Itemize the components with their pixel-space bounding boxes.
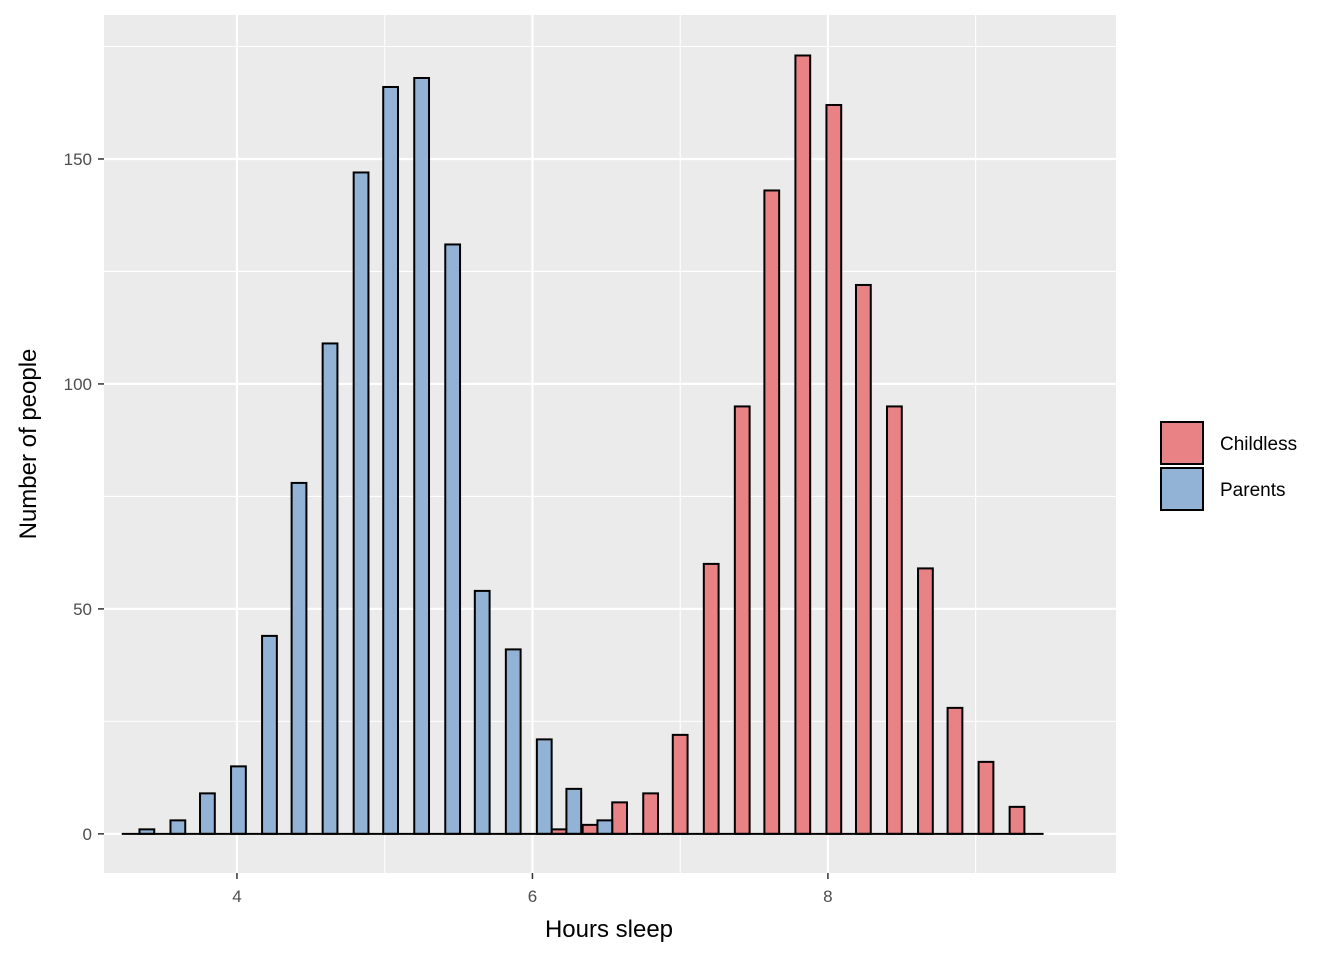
x-axis-title: Hours sleep — [545, 916, 673, 943]
bar-parents — [169, 819, 187, 835]
bar-childless — [854, 283, 872, 835]
bar-parents — [382, 85, 399, 835]
legend-label-childless: Childless — [1220, 434, 1297, 455]
bar-childless — [642, 792, 660, 835]
bar-childless — [794, 54, 812, 835]
legend-key-childless — [1160, 421, 1204, 465]
bar-childless — [581, 823, 599, 835]
bar-parents — [444, 243, 462, 835]
x-tick-label: 8 — [823, 887, 832, 906]
bar-parents — [504, 648, 522, 835]
y-tick-label: 150 — [64, 150, 92, 169]
bar-parents — [261, 634, 278, 835]
bar-parents — [473, 589, 491, 835]
bar-parents — [565, 787, 583, 835]
legend-key-parents — [1160, 467, 1204, 511]
bar-parents — [199, 792, 216, 835]
bar-childless — [886, 405, 903, 835]
y-tick-label: 100 — [64, 375, 92, 394]
y-tick-label: 0 — [83, 825, 92, 844]
x-tick-label: 6 — [528, 887, 537, 906]
bar-childless — [611, 801, 628, 835]
y-tick-label: 50 — [73, 600, 92, 619]
axis-ticks: 4 6 8 0 50 100 150 — [64, 150, 833, 906]
x-tick-label: 4 — [232, 887, 241, 906]
bar-childless — [1008, 805, 1026, 835]
bar-childless — [825, 103, 843, 835]
bar-childless — [763, 189, 781, 835]
bar-childless — [733, 405, 751, 835]
bar-parents — [535, 738, 553, 835]
bar-parents — [352, 171, 370, 835]
bar-childless — [917, 567, 934, 835]
bar-parents — [596, 819, 614, 835]
legend-label-parents: Parents — [1220, 480, 1285, 501]
bar-parents — [321, 342, 339, 835]
bar-childless — [671, 733, 689, 835]
bar-childless — [702, 562, 720, 835]
legend: Childless Parents — [1160, 421, 1297, 511]
bar-childless — [977, 760, 995, 835]
panel-background — [104, 15, 1116, 873]
y-axis-title: Number of people — [15, 349, 42, 540]
bar-parents — [413, 76, 431, 835]
bar-parents — [290, 481, 308, 835]
bars — [121, 54, 1044, 835]
bar-childless — [946, 706, 964, 835]
bar-parents — [230, 765, 247, 835]
